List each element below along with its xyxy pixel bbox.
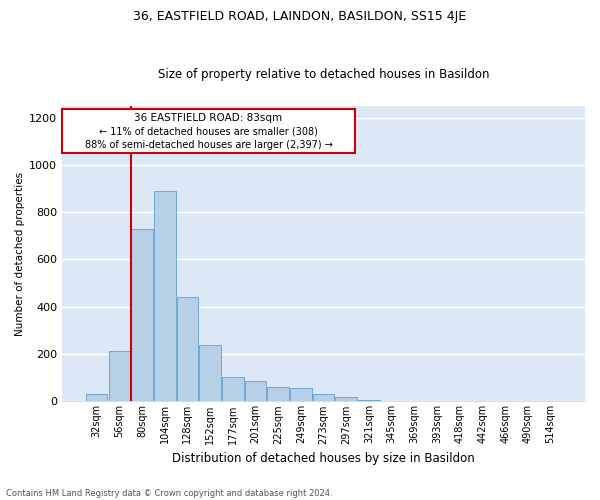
Bar — [154, 191, 176, 402]
X-axis label: Distribution of detached houses by size in Basildon: Distribution of detached houses by size … — [172, 452, 475, 465]
Bar — [268, 387, 289, 402]
Text: Contains HM Land Registry data © Crown copyright and database right 2024.: Contains HM Land Registry data © Crown c… — [6, 488, 332, 498]
Title: Size of property relative to detached houses in Basildon: Size of property relative to detached ho… — [158, 68, 490, 81]
Bar — [176, 298, 198, 402]
Bar — [222, 376, 244, 402]
Text: ← 11% of detached houses are smaller (308): ← 11% of detached houses are smaller (30… — [99, 127, 318, 137]
Bar — [86, 394, 107, 402]
Bar — [313, 394, 334, 402]
FancyBboxPatch shape — [62, 108, 355, 153]
Text: 88% of semi-detached houses are larger (2,397) →: 88% of semi-detached houses are larger (… — [85, 140, 332, 150]
Bar — [335, 396, 357, 402]
Text: 36, EASTFIELD ROAD, LAINDON, BASILDON, SS15 4JE: 36, EASTFIELD ROAD, LAINDON, BASILDON, S… — [133, 10, 467, 23]
Bar — [358, 400, 380, 402]
Bar — [199, 344, 221, 402]
Bar — [245, 382, 266, 402]
Bar — [109, 350, 130, 402]
Text: 36 EASTFIELD ROAD: 83sqm: 36 EASTFIELD ROAD: 83sqm — [134, 114, 283, 124]
Bar — [131, 229, 153, 402]
Y-axis label: Number of detached properties: Number of detached properties — [15, 172, 25, 336]
Bar — [290, 388, 311, 402]
